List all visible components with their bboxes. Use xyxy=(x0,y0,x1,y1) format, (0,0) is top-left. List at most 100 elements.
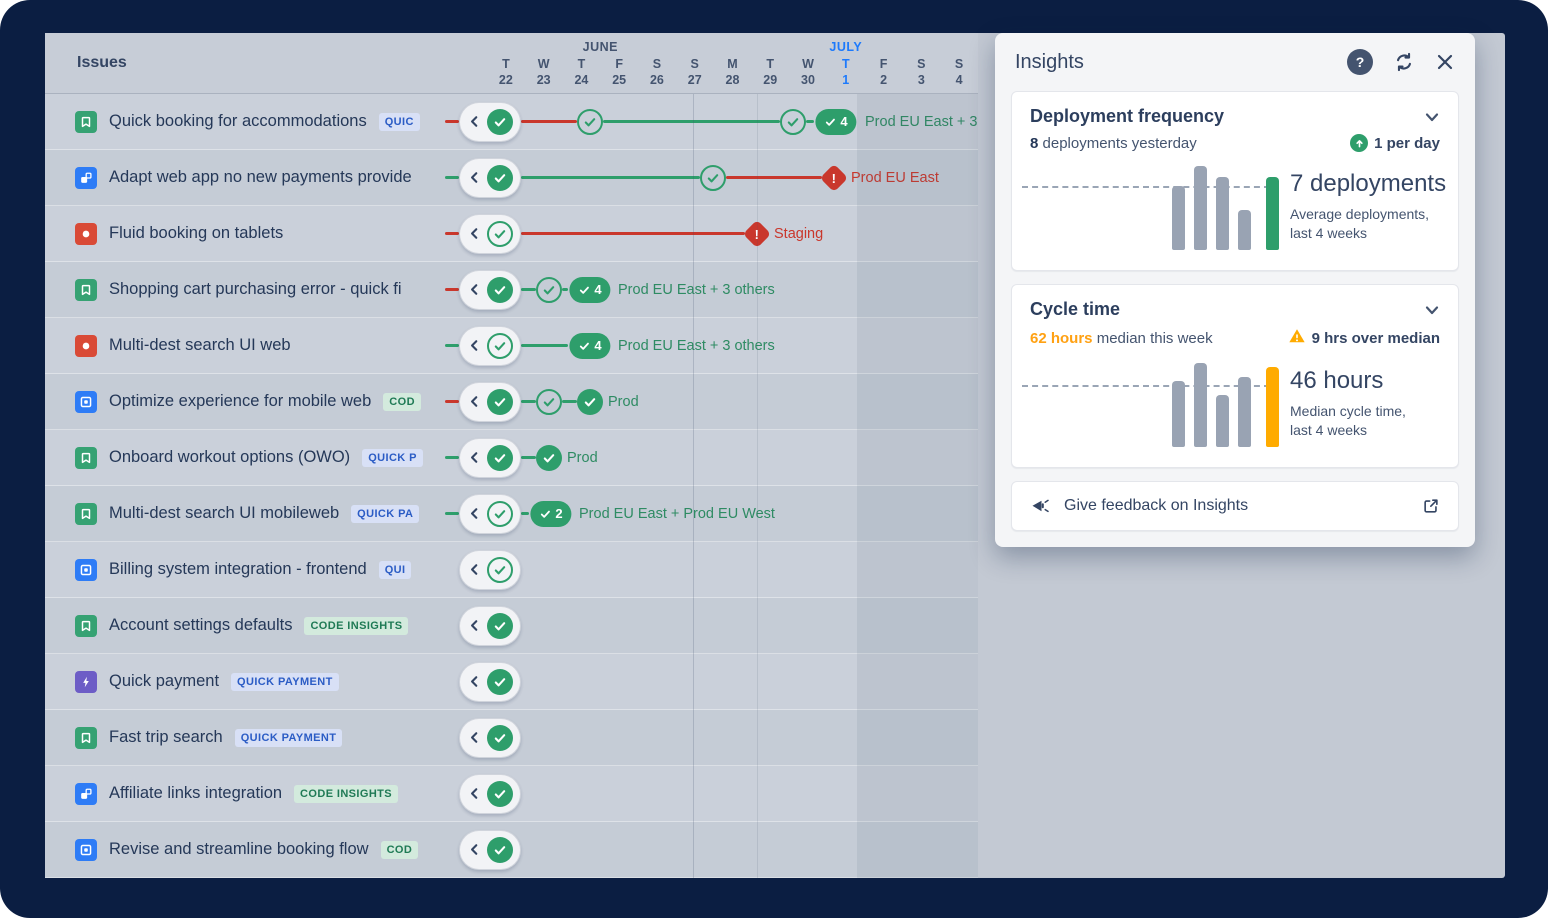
deployment-caption-line2: last 4 weeks xyxy=(1290,225,1368,241)
day-of-week: W xyxy=(537,57,550,71)
issue-row[interactable]: Multi-dest search UI mobileweb QUICK PA 2 P… xyxy=(45,486,978,542)
insights-title: Insights xyxy=(1015,50,1084,73)
issue-title: Onboard workout options (OWO) xyxy=(109,448,351,466)
close-icon[interactable] xyxy=(1435,52,1455,72)
timeline-bar-pill[interactable] xyxy=(459,437,521,478)
timeline-bar-pill[interactable] xyxy=(459,773,521,814)
timeline-cell xyxy=(455,542,978,597)
issue-row[interactable]: Fluid booking on tablets! Staging xyxy=(45,206,978,262)
day-date: 2 xyxy=(880,73,888,88)
timeline-bar-pill[interactable] xyxy=(459,325,521,366)
chevron-left-icon xyxy=(468,731,481,744)
timeline-bar-pill[interactable] xyxy=(459,269,521,310)
day-column-header: F 25 xyxy=(600,56,638,91)
issue-row[interactable]: Shopping cart purchasing error - quick f… xyxy=(45,262,978,318)
deployment-check-icon[interactable] xyxy=(536,388,562,415)
chevron-left-icon xyxy=(468,451,481,464)
refresh-icon[interactable] xyxy=(1393,51,1415,73)
cycle-caption-line2: last 4 weeks xyxy=(1290,422,1368,438)
timeline-bar-pill[interactable] xyxy=(459,549,521,590)
day-column-header: W 23 xyxy=(525,56,563,91)
deployment-count-badge[interactable]: 4 xyxy=(569,276,611,303)
deployments-yesterday-value: 8 xyxy=(1030,134,1039,152)
warning-icon xyxy=(1288,327,1306,349)
timeline-bar-pill[interactable] xyxy=(459,213,521,254)
issue-row[interactable]: Quick payment QUICK PAYMENT xyxy=(45,654,978,710)
check-circle-icon xyxy=(486,612,513,639)
day-of-week: S xyxy=(652,57,662,71)
check-circle-icon xyxy=(486,388,513,415)
chevron-left-icon xyxy=(468,563,481,576)
timeline-cell: Prod xyxy=(445,374,978,429)
chevron-left-icon xyxy=(468,619,481,632)
deployment-check-icon[interactable] xyxy=(536,444,562,471)
issue-row[interactable]: Fast trip search QUICK PAYMENT xyxy=(45,710,978,766)
exclamation-glyph: ! xyxy=(754,226,760,241)
timeline-bar-pill[interactable] xyxy=(459,605,521,646)
cycle-median-4w-value: 46 hours xyxy=(1290,367,1384,394)
chart-bar xyxy=(1216,177,1229,250)
issue-badge: QUICK PAYMENT xyxy=(231,672,339,691)
issues-column-header: Issues xyxy=(45,33,487,93)
issue-row[interactable]: Account settings defaults CODE INSIGHTS xyxy=(45,598,978,654)
timeline-cell: Prod xyxy=(445,430,978,485)
day-of-week: S xyxy=(954,57,964,71)
issue-row[interactable]: Revise and streamline booking flow COD xyxy=(45,822,978,878)
cycle-alert-label: 9 hrs over median xyxy=(1311,329,1440,347)
issue-row[interactable]: Affiliate links integration CODE INSIGHTS xyxy=(45,766,978,822)
deployment-check-icon[interactable] xyxy=(700,164,726,191)
deployment-count-badge[interactable]: 2 xyxy=(530,500,572,527)
timeline-bar-pill[interactable] xyxy=(459,661,521,702)
deployment-check-icon[interactable] xyxy=(780,108,806,135)
issue-row[interactable]: Onboard workout options (OWO) QUICK P Prod xyxy=(45,430,978,486)
check-circle-icon xyxy=(486,108,513,135)
timeline-bar-pill[interactable] xyxy=(459,157,521,198)
issue-title: Multi-dest search UI mobileweb xyxy=(109,504,340,522)
issue-cell: Quick booking for accommodations QUIC xyxy=(45,94,455,149)
issue-row[interactable]: Optimize experience for mobile web COD Pro… xyxy=(45,374,978,430)
deployment-warning-icon[interactable]: ! xyxy=(742,219,772,248)
bar-stub xyxy=(445,232,459,235)
issue-row[interactable]: Quick booking for accommodations QUIC 4 Pro… xyxy=(45,94,978,150)
deployment-check-icon[interactable] xyxy=(577,388,603,415)
deployment-count-badge[interactable]: 4 xyxy=(815,108,857,135)
issue-badge: CODE INSIGHTS xyxy=(294,784,399,803)
chart-bar xyxy=(1238,377,1251,447)
timeline-bar-pill[interactable] xyxy=(459,829,521,870)
issue-row[interactable]: Adapt web app no new payments provide! Pr… xyxy=(45,150,978,206)
chart-bar xyxy=(1216,395,1229,447)
issue-row[interactable]: Billing system integration - frontend QUI xyxy=(45,542,978,598)
chart-bar xyxy=(1172,381,1185,447)
cycle-median-value: 62 hours xyxy=(1030,329,1093,347)
timeline-bar-pill[interactable] xyxy=(459,101,521,142)
issue-title: Quick booking for accommodations xyxy=(109,112,367,130)
deployment-trend: 1 per day xyxy=(1350,134,1440,152)
issue-row[interactable]: Multi-dest search UI web 4 Prod EU East + … xyxy=(45,318,978,374)
deployment-frequency-chart: 7 deployments Average deployments, last … xyxy=(1012,158,1458,256)
day-column-header: T 22 xyxy=(487,56,525,91)
task-icon xyxy=(75,838,97,861)
timeline-bar-pill[interactable] xyxy=(459,381,521,422)
timeline-panel: Issues JUNE JULY T 22 W 23 T 24 F 25 S 26 S 27 M 28 T 29… xyxy=(45,33,978,878)
story-icon xyxy=(75,446,97,469)
timeline-bar-pill[interactable] xyxy=(459,493,521,534)
deployment-count-badge[interactable]: 4 xyxy=(569,332,611,359)
external-link-icon[interactable] xyxy=(1422,497,1440,515)
chevron-down-icon[interactable] xyxy=(1424,109,1440,125)
deployment-status-label: Staging xyxy=(774,225,824,242)
deployment-frequency-card: Deployment frequency 8 deployments yeste… xyxy=(1011,91,1459,271)
cycle-time-title: Cycle time xyxy=(1030,299,1121,319)
chevron-down-icon[interactable] xyxy=(1424,302,1440,318)
help-icon[interactable]: ? xyxy=(1347,49,1373,75)
deployment-check-icon[interactable] xyxy=(536,276,562,303)
deployment-warning-icon[interactable]: ! xyxy=(819,163,849,192)
issue-cell: Onboard workout options (OWO) QUICK P xyxy=(45,430,455,485)
timeline-bar-pill[interactable] xyxy=(459,717,521,758)
deployments-yesterday-stat: 8 deployments yesterday xyxy=(1030,135,1350,152)
give-feedback-button[interactable]: Give feedback on Insights xyxy=(1011,481,1459,531)
day-date: 25 xyxy=(612,73,627,88)
deployment-status-label: Prod EU East + 3 others xyxy=(865,113,978,130)
chevron-left-icon xyxy=(468,171,481,184)
deployment-check-icon[interactable] xyxy=(577,108,603,135)
